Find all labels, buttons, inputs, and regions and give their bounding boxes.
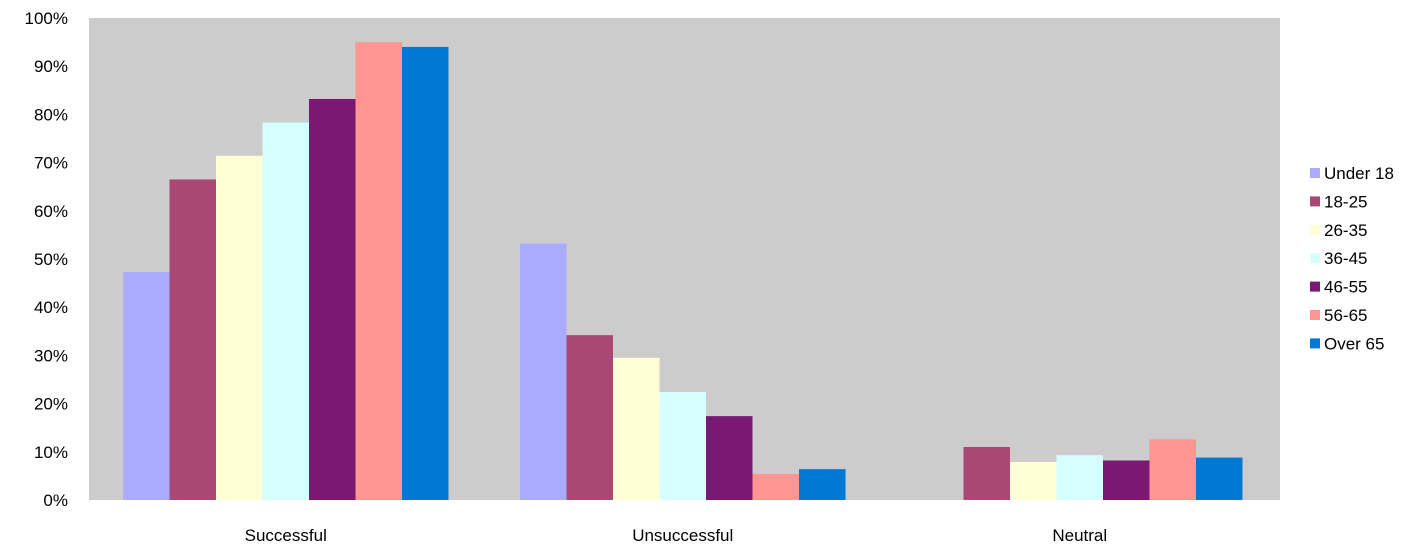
bar	[566, 335, 613, 500]
y-tick-label: 20%	[34, 395, 68, 414]
bar	[309, 98, 356, 500]
y-tick-label: 100%	[25, 9, 68, 28]
bar	[1056, 455, 1103, 500]
bar	[1010, 461, 1057, 500]
legend-swatch	[1310, 310, 1320, 320]
y-tick-label: 50%	[34, 250, 68, 269]
bars	[123, 42, 1243, 501]
y-tick-label: 40%	[34, 298, 68, 317]
legend-swatch	[1310, 253, 1320, 264]
bar	[752, 473, 799, 500]
legend-label: 36-45	[1324, 249, 1367, 268]
bar	[402, 46, 449, 501]
bar	[216, 155, 263, 501]
x-tick-label: Unsuccessful	[632, 526, 733, 545]
legend: Under 18 18-25 26-35 36-45 46-55 56-65 Over 65	[1310, 164, 1394, 353]
bar	[169, 179, 216, 500]
bar	[1149, 439, 1196, 500]
y-tick-label: 90%	[34, 57, 68, 76]
y-tick-label: 80%	[34, 105, 68, 124]
y-tick-label: 0%	[43, 491, 68, 510]
legend-label: Over 65	[1324, 334, 1384, 353]
bar	[123, 272, 170, 500]
y-tick-label: 60%	[34, 202, 68, 221]
bar	[963, 446, 1010, 500]
x-axis-tick-labels: Successful Unsuccessful Neutral	[245, 526, 1108, 545]
bar	[706, 416, 753, 500]
legend-swatch	[1310, 168, 1320, 178]
bar	[355, 42, 402, 500]
bar	[520, 243, 567, 501]
legend-swatch	[1310, 281, 1320, 292]
legend-swatch	[1310, 196, 1320, 207]
bar	[659, 392, 706, 500]
x-tick-label: Neutral	[1052, 526, 1107, 545]
legend-swatch	[1310, 224, 1320, 235]
bar	[799, 469, 846, 500]
legend-label: 18-25	[1324, 192, 1367, 211]
bar	[262, 122, 309, 501]
legend-label: Under 18	[1324, 164, 1394, 183]
legend-label: 46-55	[1324, 278, 1367, 297]
x-tick-label: Successful	[245, 526, 327, 545]
legend-swatch	[1310, 338, 1320, 349]
legend-label: 26-35	[1324, 221, 1367, 240]
y-tick-label: 30%	[34, 346, 68, 365]
y-tick-label: 70%	[34, 154, 68, 173]
y-axis-tick-labels: 0% 10% 20% 30% 40% 50% 60% 70% 80% 90% 100%	[25, 9, 68, 510]
legend-label: 56-65	[1324, 306, 1367, 325]
bar	[1196, 457, 1243, 500]
bar	[1103, 460, 1150, 500]
bar	[613, 357, 660, 500]
y-tick-label: 10%	[34, 443, 68, 462]
